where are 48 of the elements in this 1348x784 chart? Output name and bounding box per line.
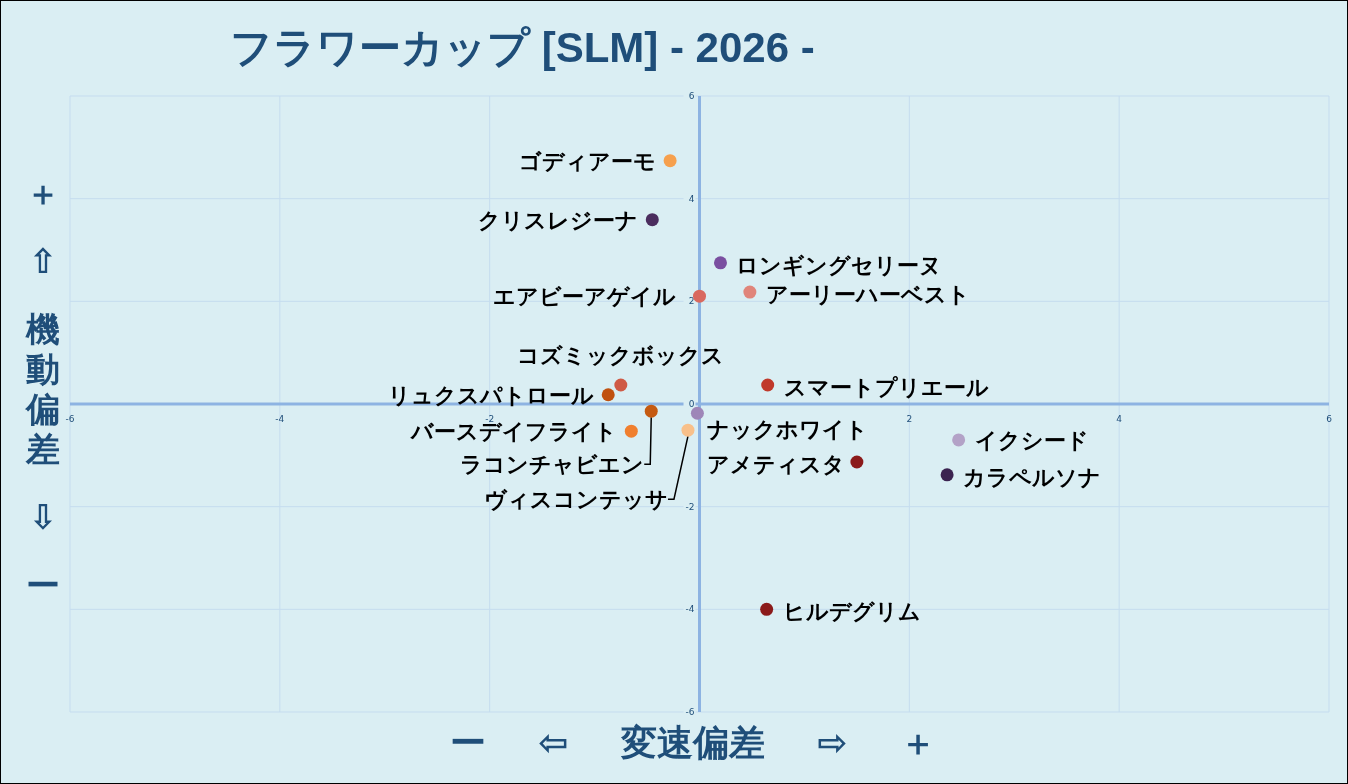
カラペルソナ: カラペルソナ	[940, 464, 1102, 490]
point	[663, 154, 677, 168]
point	[601, 388, 615, 402]
アーリーハーベスト: アーリーハーベスト	[743, 282, 970, 308]
y-axis-title: ＋ ⇧ 機動偏差 ⇩ ー	[24, 173, 60, 605]
ロンギングセリーヌ: ロンギングセリーヌ	[714, 252, 943, 278]
point	[624, 424, 638, 438]
point	[644, 404, 658, 418]
point	[850, 455, 864, 469]
x-tick-label: -6	[65, 414, 75, 424]
ナックホワイト: ナックホワイト	[690, 406, 869, 443]
point	[690, 406, 704, 420]
series-label: アメティスタ	[706, 452, 845, 478]
アメティスタ: アメティスタ	[706, 452, 864, 477]
スマートプリエール: スマートプリエール	[761, 375, 989, 400]
point	[713, 256, 727, 270]
y-tick-label: 2	[688, 296, 695, 307]
series-label: ラコンチャビエン	[460, 452, 645, 478]
クリスレジーナ: クリスレジーナ	[478, 207, 659, 233]
x-tick-label: 2	[906, 414, 913, 424]
y-tick-label: 0	[688, 399, 695, 409]
point	[614, 378, 628, 392]
ヒルデグリム: ヒルデグリム	[760, 599, 921, 625]
series-label: ナックホワイト	[707, 417, 869, 443]
series-label: コズミックボックス	[517, 343, 725, 369]
y-tick-label: -6	[685, 707, 695, 717]
chart-title: フラワーカップ [SLM] - 2026 -	[230, 24, 815, 71]
point	[952, 433, 966, 447]
point	[761, 378, 775, 392]
point	[645, 213, 659, 227]
x-tick-label: 6	[1326, 414, 1333, 424]
x-tick-label: 4	[1116, 414, 1123, 424]
y-tick-label: -2	[685, 501, 695, 512]
text: ヴィスコンテッサ	[483, 487, 668, 513]
point	[940, 468, 954, 482]
x-axis-title: ー ⇦ 変速偏差 ⇨ ＋	[449, 722, 937, 763]
x-tick-label: -4	[275, 414, 285, 424]
y-tick-label: -4	[685, 604, 695, 615]
point	[693, 289, 706, 303]
y-tick-label: 6	[688, 91, 695, 101]
y-tick-label: 4	[688, 193, 695, 204]
point	[681, 423, 695, 437]
point	[760, 602, 774, 616]
series-label: エアビーアゲイル	[492, 284, 676, 310]
series-label: イクシード	[974, 427, 1089, 453]
イクシード: イクシード	[952, 427, 1089, 453]
ゴディアーモ: ゴディアーモ	[519, 148, 677, 174]
point	[743, 285, 757, 299]
